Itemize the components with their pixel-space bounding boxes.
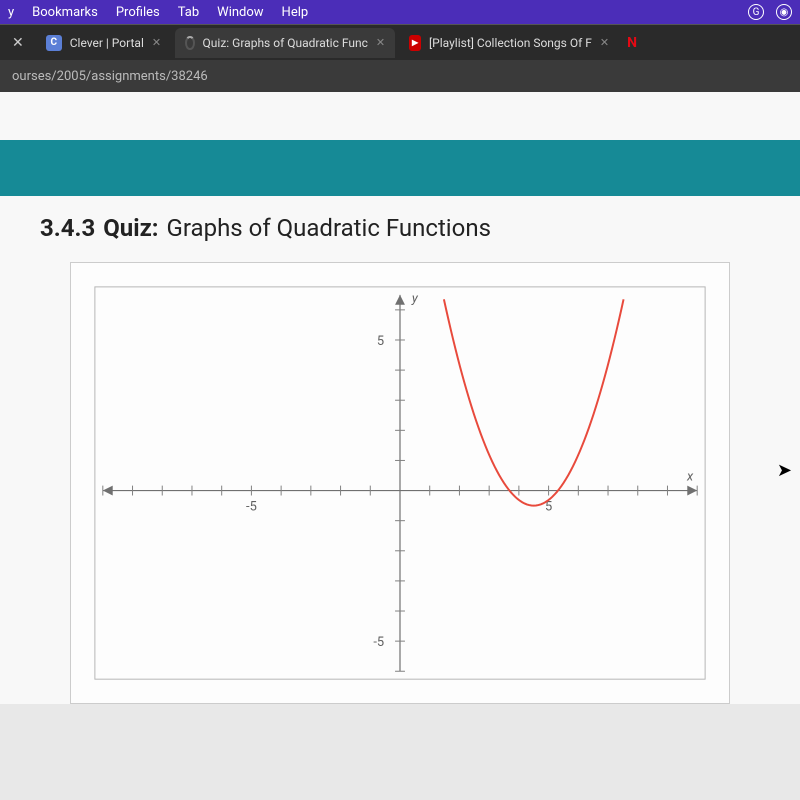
close-icon[interactable]: ✕ [376, 36, 385, 49]
address-bar[interactable]: ourses/2005/assignments/38246 [0, 60, 800, 92]
grammarly-icon[interactable]: G [748, 4, 764, 20]
svg-text:-5: -5 [373, 635, 384, 650]
menubar-items: y Bookmarks Profiles Tab Window Help [8, 5, 730, 20]
quiz-name: Graphs of Quadratic Functions [167, 214, 491, 242]
tab-title: [Playlist] Collection Songs Of F [429, 36, 592, 50]
menubar-status-icons: G ◉ [748, 4, 792, 20]
macos-menubar: y Bookmarks Profiles Tab Window Help G ◉ [0, 0, 800, 24]
tab-quiz[interactable]: Quiz: Graphs of Quadratic Func ✕ [175, 28, 395, 58]
loading-spinner-icon [185, 36, 194, 50]
close-icon[interactable]: ✕ [600, 36, 609, 49]
page-header-spacer [0, 92, 800, 140]
chart-container: -555-5yx [70, 262, 730, 704]
browser-tabstrip: ✕ C Clever | Portal ✕ Quiz: Graphs of Qu… [0, 24, 800, 60]
svg-text:5: 5 [377, 334, 384, 349]
creative-cloud-icon[interactable]: ◉ [776, 4, 792, 20]
menu-item[interactable]: Profiles [116, 5, 160, 20]
tab-playlist[interactable]: ▶ [Playlist] Collection Songs Of F ✕ [399, 28, 619, 58]
netflix-favicon-icon: N [627, 35, 637, 51]
youtube-favicon-icon: ▶ [409, 35, 421, 51]
mouse-cursor-icon: ➤ [777, 460, 792, 481]
menu-item[interactable]: Tab [178, 5, 199, 20]
page-banner [0, 140, 800, 196]
svg-text:-5: -5 [246, 499, 257, 514]
tab-clever[interactable]: C Clever | Portal ✕ [36, 28, 171, 58]
svg-text:x: x [686, 470, 694, 485]
quiz-title: 3.4.3 Quiz: Graphs of Quadratic Function… [40, 214, 760, 242]
clever-favicon-icon: C [46, 35, 62, 51]
menu-item[interactable]: Help [282, 5, 309, 20]
quiz-number: 3.4.3 [40, 214, 95, 242]
menu-item[interactable]: Window [217, 5, 263, 20]
page-content: 3.4.3 Quiz: Graphs of Quadratic Function… [0, 196, 800, 704]
quiz-label: Quiz: [103, 214, 158, 242]
tab-title: Quiz: Graphs of Quadratic Func [203, 36, 368, 50]
tab-netflix[interactable]: N [623, 28, 641, 58]
parabola-chart: -555-5yx [83, 275, 717, 691]
url-text: ourses/2005/assignments/38246 [12, 69, 208, 84]
svg-text:y: y [411, 292, 419, 307]
menu-item[interactable]: y [8, 5, 14, 20]
close-icon[interactable]: ✕ [152, 36, 161, 49]
tab-title: Clever | Portal [70, 36, 144, 50]
menu-item[interactable]: Bookmarks [32, 5, 98, 20]
window-close-icon[interactable]: ✕ [4, 35, 32, 51]
